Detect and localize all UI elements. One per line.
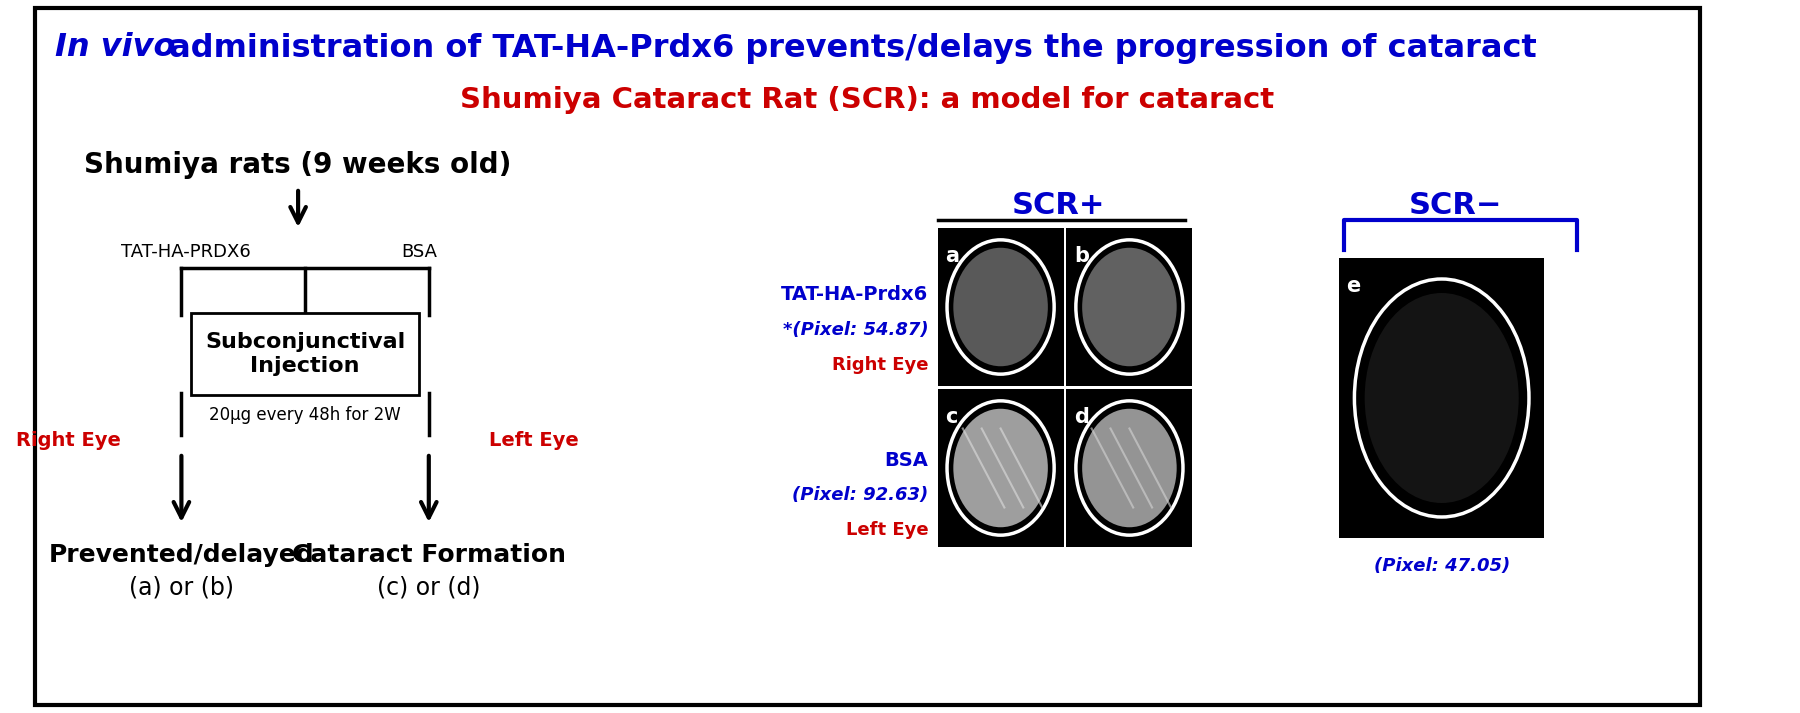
Text: Prevented/delayed: Prevented/delayed <box>49 543 315 567</box>
Text: Shumiya rats (9 weeks old): Shumiya rats (9 weeks old) <box>85 151 511 179</box>
Text: TAT-HA-PRDX6: TAT-HA-PRDX6 <box>121 243 250 261</box>
Text: c: c <box>945 407 958 427</box>
Ellipse shape <box>1364 293 1519 503</box>
Text: Subconjunctival
Injection: Subconjunctival Injection <box>205 332 405 376</box>
Text: Left Eye: Left Eye <box>490 431 580 449</box>
Ellipse shape <box>954 247 1048 366</box>
Text: d: d <box>1075 407 1089 427</box>
Text: (a) or (b): (a) or (b) <box>130 575 234 599</box>
Text: 20μg every 48h for 2W: 20μg every 48h for 2W <box>209 406 401 424</box>
Text: BSA: BSA <box>401 243 437 261</box>
Bar <box>938 228 1064 386</box>
Text: a: a <box>945 246 959 266</box>
Bar <box>1066 389 1192 547</box>
Text: Left Eye: Left Eye <box>846 521 929 539</box>
Text: Shumiya Cataract Rat (SCR): a model for cataract: Shumiya Cataract Rat (SCR): a model for … <box>461 86 1274 114</box>
Ellipse shape <box>954 409 1048 527</box>
FancyBboxPatch shape <box>191 313 419 395</box>
Text: (Pixel: 92.63): (Pixel: 92.63) <box>792 486 929 504</box>
Text: (c) or (d): (c) or (d) <box>376 575 481 599</box>
Text: Right Eye: Right Eye <box>832 356 929 374</box>
Text: Cataract Formation: Cataract Formation <box>292 543 565 567</box>
Bar <box>938 389 1064 547</box>
Text: BSA: BSA <box>884 451 929 469</box>
Ellipse shape <box>1082 247 1177 366</box>
Text: SCR−: SCR− <box>1409 190 1503 220</box>
Bar <box>1066 228 1192 386</box>
Text: administration of TAT-HA-Prdx6 prevents/delays the progression of cataract: administration of TAT-HA-Prdx6 prevents/… <box>158 33 1537 63</box>
Text: (Pixel: 47.05): (Pixel: 47.05) <box>1373 557 1510 575</box>
Text: TAT-HA-Prdx6: TAT-HA-Prdx6 <box>781 285 929 304</box>
FancyBboxPatch shape <box>34 8 1701 705</box>
Text: In vivo: In vivo <box>56 33 176 63</box>
Ellipse shape <box>1082 409 1177 527</box>
Text: Right Eye: Right Eye <box>16 431 121 449</box>
Text: SCR+: SCR+ <box>1012 190 1105 220</box>
Text: *(Pixel: 54.87): *(Pixel: 54.87) <box>783 321 929 339</box>
Bar <box>1339 258 1544 538</box>
Text: e: e <box>1346 276 1361 296</box>
Text: b: b <box>1075 246 1089 266</box>
